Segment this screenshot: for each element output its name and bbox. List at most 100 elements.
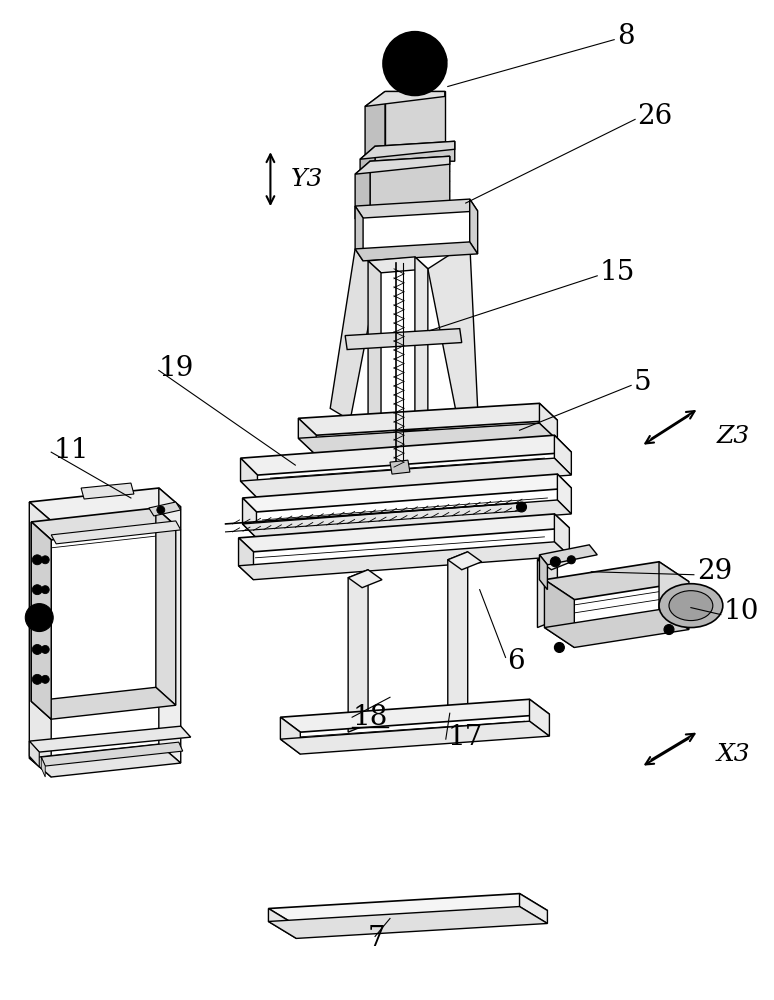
Circle shape <box>383 32 447 95</box>
Text: 10: 10 <box>724 598 759 625</box>
Polygon shape <box>355 161 370 219</box>
Text: 26: 26 <box>637 103 673 130</box>
Polygon shape <box>360 141 455 159</box>
Circle shape <box>386 66 398 78</box>
Polygon shape <box>519 894 547 923</box>
Polygon shape <box>280 699 550 732</box>
Polygon shape <box>51 521 181 544</box>
Text: 8: 8 <box>617 23 635 50</box>
Polygon shape <box>448 552 467 712</box>
Polygon shape <box>241 458 258 498</box>
Polygon shape <box>554 514 570 556</box>
Polygon shape <box>330 249 381 420</box>
Circle shape <box>33 585 43 595</box>
Polygon shape <box>280 717 300 754</box>
Polygon shape <box>238 538 253 580</box>
Polygon shape <box>29 744 181 777</box>
Polygon shape <box>29 741 39 767</box>
Polygon shape <box>31 522 51 719</box>
Text: 17: 17 <box>448 724 483 751</box>
Circle shape <box>567 556 575 564</box>
Polygon shape <box>539 545 598 565</box>
Polygon shape <box>298 423 557 455</box>
Circle shape <box>554 642 564 652</box>
Polygon shape <box>415 257 428 430</box>
Polygon shape <box>242 474 571 512</box>
Text: 19: 19 <box>159 355 194 382</box>
Polygon shape <box>348 570 368 732</box>
Polygon shape <box>269 909 296 938</box>
Polygon shape <box>156 508 176 705</box>
Circle shape <box>157 506 165 514</box>
Polygon shape <box>529 699 550 736</box>
Polygon shape <box>29 502 51 777</box>
Circle shape <box>41 556 50 564</box>
Polygon shape <box>159 488 181 763</box>
Ellipse shape <box>659 584 723 628</box>
Polygon shape <box>544 610 689 647</box>
Ellipse shape <box>669 591 713 621</box>
Text: 11: 11 <box>53 437 89 464</box>
Circle shape <box>33 644 43 654</box>
Polygon shape <box>557 474 571 514</box>
Polygon shape <box>298 403 557 435</box>
Polygon shape <box>544 562 689 600</box>
Polygon shape <box>241 458 571 498</box>
Polygon shape <box>269 907 547 938</box>
Polygon shape <box>41 757 45 777</box>
Text: Z3: Z3 <box>717 425 750 448</box>
Polygon shape <box>539 403 557 440</box>
Polygon shape <box>375 141 455 161</box>
Polygon shape <box>355 242 478 261</box>
Circle shape <box>26 604 53 632</box>
Polygon shape <box>365 91 445 106</box>
Polygon shape <box>360 146 375 174</box>
Polygon shape <box>81 483 134 499</box>
Polygon shape <box>448 552 481 570</box>
Circle shape <box>664 625 674 635</box>
Polygon shape <box>298 418 317 455</box>
Text: 6: 6 <box>508 648 526 675</box>
Polygon shape <box>31 687 176 719</box>
Polygon shape <box>29 488 181 521</box>
Polygon shape <box>269 894 547 925</box>
Circle shape <box>41 616 50 624</box>
Polygon shape <box>368 418 428 430</box>
Polygon shape <box>537 552 571 570</box>
Text: 5: 5 <box>634 369 652 396</box>
Circle shape <box>33 674 43 684</box>
Polygon shape <box>31 522 51 719</box>
Polygon shape <box>348 570 382 588</box>
Polygon shape <box>428 242 478 420</box>
Polygon shape <box>370 156 450 206</box>
Polygon shape <box>355 199 478 218</box>
Polygon shape <box>385 91 445 146</box>
Polygon shape <box>539 555 547 590</box>
Circle shape <box>33 615 43 625</box>
Polygon shape <box>355 206 363 261</box>
Polygon shape <box>554 435 571 475</box>
Polygon shape <box>345 329 462 350</box>
Text: 7: 7 <box>368 925 385 952</box>
Polygon shape <box>368 257 428 273</box>
Polygon shape <box>470 199 478 254</box>
Polygon shape <box>242 500 571 538</box>
Polygon shape <box>368 261 381 430</box>
Circle shape <box>41 675 50 683</box>
Polygon shape <box>537 552 557 628</box>
Polygon shape <box>390 460 410 474</box>
Circle shape <box>33 555 43 565</box>
Polygon shape <box>29 726 190 752</box>
Circle shape <box>433 53 447 67</box>
Text: 15: 15 <box>599 259 635 286</box>
Polygon shape <box>544 580 574 647</box>
Text: X3: X3 <box>717 743 751 766</box>
Polygon shape <box>355 156 450 174</box>
Polygon shape <box>41 742 183 766</box>
Polygon shape <box>659 562 689 630</box>
Polygon shape <box>149 502 181 516</box>
Text: 18: 18 <box>352 704 388 731</box>
Circle shape <box>41 586 50 594</box>
Polygon shape <box>242 498 256 538</box>
Text: 29: 29 <box>697 558 732 585</box>
